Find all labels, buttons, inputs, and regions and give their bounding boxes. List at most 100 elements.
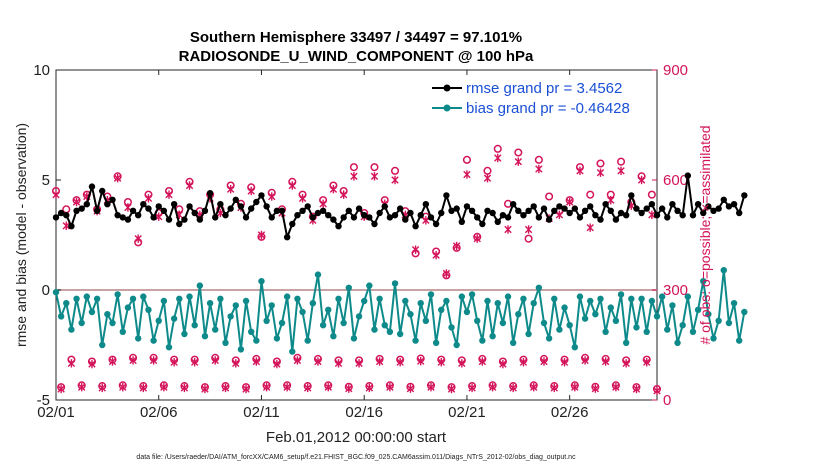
obs-possible-marker [462,155,471,164]
bias-point [247,328,255,335]
bias-point [474,317,481,324]
obs-assimilated-marker [494,153,502,163]
bias-point [638,295,645,302]
y-right-tick-label: 600 [663,172,688,189]
x-tick-label: 02/01 [37,404,75,421]
bias-point [581,315,589,322]
bias-point [720,267,727,274]
obs-assimilated-marker [591,384,600,393]
bias-point [566,322,573,329]
obs-assimilated-marker [565,197,574,207]
bias-point [730,300,738,307]
obs-assimilated-marker [134,234,142,243]
bias-point [283,293,291,300]
bias-point [499,319,507,327]
obs-assimilated-marker [586,223,594,232]
y-right-tick-label: 900 [663,62,688,79]
bias-point [212,326,219,333]
rmse-point [432,220,440,228]
bias-point [710,335,717,342]
bias-point [104,311,111,318]
rmse-point [597,216,604,223]
bias-point [93,295,101,302]
rmse-point [407,209,414,217]
x-axis-label: Feb.01,2012 00:00:00 start [266,429,447,446]
rmse-point [520,212,527,219]
rmse-point [648,201,656,208]
rmse-point [93,207,101,214]
rmse-point [340,214,347,221]
obs-assimilated-marker [170,358,178,367]
bias-point [355,313,363,320]
rmse-point [129,207,137,214]
rmse-point [361,212,368,219]
rmse-point [633,205,640,212]
obs-assimilated-marker [180,383,189,393]
obs-assimilated-marker [653,386,661,396]
obs-assimilated-marker [458,359,466,368]
rmse-point [417,212,424,219]
obs-possible-marker [524,234,533,243]
obs-assimilated-marker [637,175,646,185]
rmse-point [355,205,363,212]
bias-point [653,313,661,320]
bias-point [227,313,234,320]
bias-point [201,333,209,340]
obs-possible-marker [493,144,502,153]
bias-point [607,304,614,311]
obs-assimilated-marker [149,356,158,365]
rmse-point [468,207,476,214]
bias-point [119,328,126,335]
bias-point [345,284,352,291]
obs-assimilated-marker [365,383,374,393]
obs-assimilated-marker [442,269,451,278]
obs-assimilated-marker [67,359,76,368]
obs-assimilated-marker [144,194,153,203]
rmse-point [176,220,183,228]
bias-point [735,337,743,344]
rmse-point [653,212,661,219]
rmse-point [386,214,394,221]
obs-assimilated-marker [257,230,266,240]
y-right-tick-label: 300 [663,282,688,299]
rmse-point [289,220,296,228]
plot-area [55,69,658,401]
data-file-footnote: data file: /Users/raeder/DAI/ATM_forcXX/… [136,454,576,461]
rmse-point [540,205,548,212]
obs-assimilated-marker [499,359,507,369]
rmse-point [638,209,645,217]
rmse-point [191,209,198,217]
obs-assimilated-marker [391,175,399,185]
bias-point [643,328,650,335]
bias-point [484,297,491,305]
rmse-point [735,209,743,217]
bias-point [715,317,722,324]
bias-point [417,300,424,307]
rmse-point [165,216,173,223]
obs-assimilated-marker [57,384,65,394]
x-tick-label: 02/26 [551,404,589,421]
bias-point [160,297,168,305]
rmse-point [263,203,270,210]
y-left-tick-label: 0 [42,282,50,299]
bias-point [325,306,332,313]
y-left-tick-label: 5 [42,172,50,189]
y-left-tick-label: 10 [33,62,50,79]
rmse-point [730,201,738,208]
bias-point [453,341,460,349]
obs-possible-marker [349,163,358,172]
rmse-point [689,212,697,219]
bias-point [191,322,198,329]
rmse-point [83,201,91,208]
obs-assimilated-marker [396,358,404,367]
bias-point [438,306,445,313]
obs-assimilated-marker [334,359,343,368]
bias-point [217,295,224,302]
obs-assimilated-marker [98,383,106,393]
obs-assimilated-marker [576,166,584,176]
bias-point [186,293,193,300]
rmse-point [617,209,625,217]
bias-point [633,324,640,331]
rmse-point [561,205,568,212]
obs-assimilated-marker [304,383,312,393]
